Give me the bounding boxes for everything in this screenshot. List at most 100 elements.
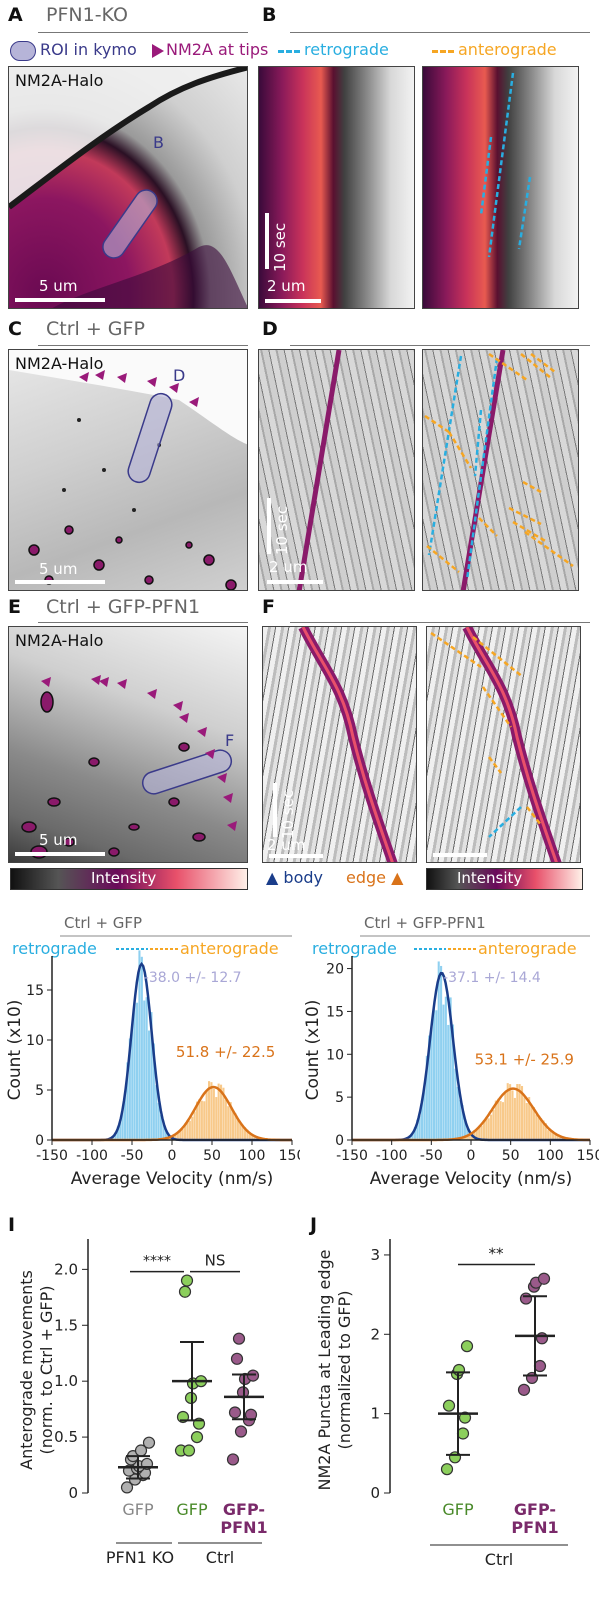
- x-tick-label: -50: [420, 1148, 443, 1164]
- intensity-label: Intensity: [91, 869, 156, 887]
- x-axis-label: Average Velocity (nm/s): [370, 1169, 573, 1189]
- y-tick-label: 1.0: [54, 1372, 78, 1390]
- y-tick-label: 0: [335, 1133, 344, 1149]
- hist-bar: [189, 1121, 191, 1140]
- hist-bar: [201, 1101, 203, 1140]
- y-tick-label: 1.5: [54, 1316, 78, 1334]
- roi-legend-icon: [10, 41, 36, 61]
- data-point: [230, 1407, 241, 1418]
- y-axis-label: Count (x10): [5, 1000, 25, 1101]
- hist-bar: [492, 1110, 494, 1140]
- category-label: GFP-: [514, 1500, 556, 1519]
- x-tick-label: 100: [537, 1148, 564, 1164]
- category-label: GFP: [176, 1500, 208, 1519]
- y-tick-label: 3: [370, 1246, 380, 1264]
- category-label: PFN1: [511, 1518, 558, 1537]
- y-tick-label: 15: [326, 1004, 344, 1020]
- hist-bar: [431, 1027, 433, 1140]
- panel-a-title: PFN1-KO: [46, 4, 128, 26]
- hist-bar: [497, 1099, 499, 1140]
- data-point: [228, 1454, 239, 1465]
- hist-bar: [504, 1093, 506, 1140]
- hist-bar: [182, 1129, 184, 1140]
- data-point: [462, 1341, 473, 1352]
- fit-curve: [352, 1089, 590, 1140]
- hist-bar: [490, 1115, 492, 1140]
- divider: [290, 345, 590, 346]
- y-tick-label: 10: [26, 1033, 44, 1049]
- time-label: 10 sec: [273, 506, 291, 555]
- hist-bar: [215, 1097, 217, 1140]
- hist-bar: [550, 1131, 552, 1140]
- scale-bar: [15, 852, 105, 856]
- kymograph-b-annotated: [422, 66, 579, 309]
- scale-bar: [267, 580, 323, 584]
- data-point: [537, 1333, 548, 1344]
- hist-bar: [232, 1111, 234, 1140]
- data-point: [236, 1426, 247, 1437]
- data-point: [184, 1445, 195, 1456]
- retro-subtitle: retrograde: [12, 939, 97, 958]
- antero-annotation: 51.8 +/- 22.5: [176, 1043, 275, 1061]
- legend-row: ROI in kymo NM2A at tips retrograde ante…: [10, 38, 595, 64]
- roi-label: F: [225, 731, 234, 750]
- panel-c-title: Ctrl + GFP: [46, 318, 145, 340]
- y-tick-label: 5: [335, 1090, 344, 1106]
- group-label: Ctrl: [206, 1548, 234, 1567]
- hist-bar: [433, 1008, 435, 1140]
- edge-triangle-icon: ▲: [391, 868, 403, 887]
- dotplot-i: I 0 0.5 1.0 1.5 2.0 Anterograde movements (norm…: [0, 1205, 300, 1610]
- category-label: GFP-: [223, 1500, 265, 1519]
- fit-curve: [52, 1087, 292, 1140]
- category-label: GFP: [122, 1500, 154, 1519]
- hist-bar: [516, 1084, 518, 1140]
- y-tick-label: 0: [370, 1484, 380, 1502]
- data-point: [539, 1273, 550, 1284]
- y-tick-label: 10: [326, 1047, 344, 1063]
- hist-bar: [198, 1099, 200, 1140]
- histogram-h: Ctrl + GFP-PFN1 retrograde anterograde 0 5 10…: [300, 900, 599, 1200]
- data-point: [232, 1353, 243, 1364]
- edge-legend: edge ▲: [346, 868, 403, 887]
- retro-dash-icon: [278, 50, 300, 53]
- hist-bar: [143, 1000, 145, 1140]
- roi-label: D: [173, 366, 185, 385]
- intensity-colorbar-2: Intensity: [426, 868, 583, 890]
- data-point: [248, 1370, 259, 1381]
- y-axis-label: Anterograde movements: [17, 1270, 36, 1470]
- scale-bar: [15, 580, 105, 584]
- time-label: 10 sec: [279, 790, 297, 839]
- x-tick-label: -100: [376, 1148, 408, 1164]
- x-tick-label: -100: [76, 1148, 108, 1164]
- panel-letter: J: [308, 1214, 317, 1236]
- scale-bar: [269, 854, 323, 858]
- x-tick-label: 0: [467, 1148, 476, 1164]
- intensity-label: Intensity: [457, 869, 522, 887]
- antero-annotation: 53.1 +/- 25.9: [475, 1051, 574, 1069]
- kymograph-d-raw: 10 sec 2 um: [258, 349, 415, 591]
- divider: [38, 345, 248, 346]
- antero-dash-icon: [432, 50, 454, 53]
- time-bar: [267, 498, 271, 554]
- hist-bar: [511, 1090, 513, 1140]
- panel-d-letter: D: [262, 318, 278, 340]
- hist-bar: [203, 1101, 205, 1140]
- body-label: body: [283, 868, 323, 887]
- y-axis-label-2: (normalized to GFP): [335, 1291, 354, 1450]
- time-label: 10 sec: [271, 223, 289, 272]
- hist-bar: [210, 1082, 212, 1140]
- hist-bar: [237, 1120, 239, 1140]
- hist-bar: [227, 1106, 229, 1140]
- y-tick-label: 2: [370, 1325, 380, 1343]
- hist-bar: [194, 1112, 196, 1140]
- divider: [38, 32, 248, 33]
- kymograph-d-annotated: [422, 349, 579, 591]
- hist-bar: [509, 1084, 511, 1140]
- scale-bar: [265, 299, 321, 303]
- hist-bar: [445, 997, 447, 1140]
- x-axis-label: Average Velocity (nm/s): [71, 1169, 274, 1189]
- hist-bar: [457, 1087, 459, 1140]
- histogram-g: Ctrl + GFPretrograde anterograde051015-15…: [0, 900, 300, 1200]
- hist-bar: [136, 1003, 138, 1140]
- hist-bar: [148, 1031, 150, 1140]
